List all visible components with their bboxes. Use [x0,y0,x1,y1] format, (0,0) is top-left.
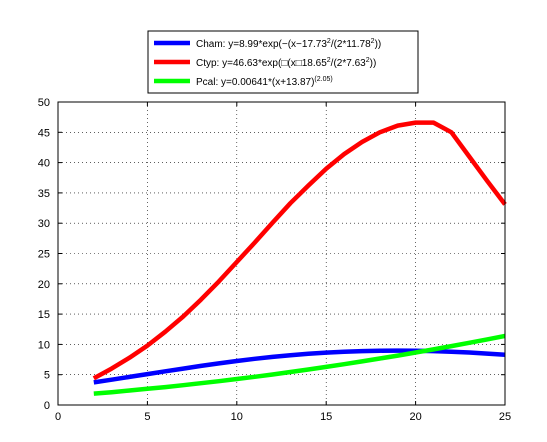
y-tick-label-3: 15 [38,309,50,321]
y-tick-label-7: 35 [38,188,50,200]
series-line-ctyp [92,120,507,381]
x-tick-label-4: 20 [409,411,421,423]
legend-label-pcal: Pcal: y=0.00641*(x+13.87)(2.05) [196,76,333,88]
y-tick-label-2: 10 [38,339,50,351]
series-line-cham [93,348,506,385]
x-tick-label-0: 0 [55,411,61,423]
y-tick-label-8: 40 [38,158,50,170]
x-tick-label-1: 5 [144,411,150,423]
series-line-pcal [93,333,506,396]
y-tick-label-9: 45 [38,127,50,139]
y-tick-label-4: 20 [38,279,50,291]
y-tick-label-5: 25 [38,249,50,261]
y-tick-label-1: 5 [44,370,50,382]
y-tick-label-0: 0 [44,400,50,412]
x-tick-label-3: 15 [320,411,332,423]
legend-label-ctyp: Ctyp: y=46.63*exp(□(x□18.652/(2*7.632)) [196,57,376,69]
axis-ticks: 0 5 10 15 20 25 0 5 10 15 20 25 30 35 40 45 50 [38,97,511,423]
legend: Cham: y=8.99*exp(−(x−17.732/(2*11.782)) C… [147,30,419,94]
x-tick-label-5: 25 [499,411,511,423]
legend-box [147,30,419,94]
legend-label-cham: Cham: y=8.99*exp(−(x−17.732/(2*11.782)) [196,38,381,50]
y-tick-label-10: 50 [38,97,50,109]
series-lines [92,120,507,396]
x-tick-label-2: 10 [231,411,243,423]
y-tick-label-6: 30 [38,218,50,230]
